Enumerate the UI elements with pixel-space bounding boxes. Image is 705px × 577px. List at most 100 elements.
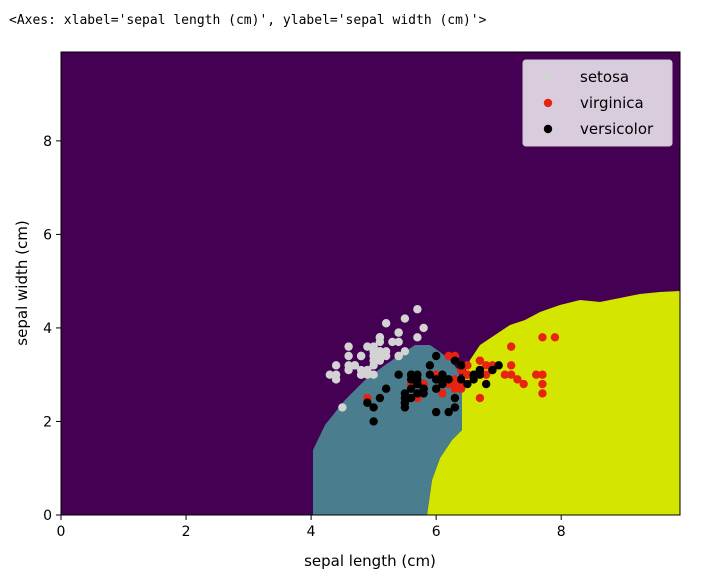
point-setosa-6 — [344, 351, 353, 361]
point-setosa-31 — [394, 351, 403, 361]
point-setosa-16 — [394, 328, 403, 337]
x-tick-label-2: 4 — [307, 524, 316, 540]
legend: setosa virginica versicolor — [522, 59, 673, 147]
point-setosa-47 — [344, 361, 353, 370]
point-virginica-33 — [450, 379, 460, 389]
point-versicolor-29 — [413, 389, 422, 398]
point-virginica-31 — [550, 333, 560, 342]
y-axis-ticks: 0 2 4 6 8 — [43, 134, 61, 524]
point-versicolor-42 — [419, 389, 428, 398]
point-setosa-38 — [331, 370, 341, 379]
point-setosa-34 — [363, 365, 372, 375]
legend-marker-versicolor — [543, 124, 553, 134]
point-versicolor-1 — [456, 361, 466, 370]
point-versicolor-24 — [456, 375, 466, 384]
point-versicolor-12 — [431, 407, 441, 417]
legend-label-virginica: virginica — [580, 94, 644, 112]
point-setosa-33 — [400, 314, 410, 323]
y-tick-label-2: 4 — [43, 321, 52, 337]
point-setosa-10 — [394, 337, 403, 347]
point-versicolor-36 — [475, 365, 485, 375]
point-virginica-29 — [506, 370, 516, 379]
output-repr-text: <Axes: xlabel='sepal length (cm)', ylabe… — [9, 13, 487, 28]
legend-box — [522, 59, 673, 147]
point-setosa-36 — [400, 347, 410, 356]
point-virginica-35 — [538, 370, 547, 379]
point-setosa-41 — [338, 403, 347, 412]
y-tick-label-3: 6 — [43, 227, 52, 243]
point-versicolor-41 — [438, 370, 447, 379]
point-virginica-48 — [444, 351, 453, 361]
point-setosa-29 — [350, 361, 360, 370]
point-virginica-9 — [506, 342, 516, 351]
point-virginica-8 — [475, 393, 485, 403]
x-tick-label-0: 0 — [57, 524, 66, 540]
point-versicolor-28 — [431, 375, 441, 384]
point-versicolor-11 — [425, 370, 435, 379]
point-setosa-14 — [419, 323, 428, 333]
point-versicolor-37 — [450, 403, 460, 412]
point-versicolor-40 — [400, 389, 410, 398]
point-versicolor-48 — [375, 393, 385, 403]
point-virginica-43 — [481, 361, 491, 370]
point-setosa-28 — [381, 351, 391, 361]
point-versicolor-4 — [463, 379, 472, 389]
point-virginica-10 — [463, 361, 472, 370]
point-versicolor-22 — [450, 393, 460, 403]
point-setosa-49 — [369, 356, 378, 365]
x-tick-label-3: 6 — [432, 524, 441, 540]
point-setosa-25 — [369, 370, 378, 379]
point-versicolor-6 — [450, 356, 460, 365]
point-setosa-46 — [375, 333, 385, 342]
y-tick-label-0: 0 — [43, 508, 52, 524]
point-virginica-12 — [481, 370, 491, 379]
point-virginica-34 — [438, 389, 447, 398]
point-versicolor-2 — [488, 365, 497, 375]
point-versicolor-7 — [363, 398, 372, 407]
point-virginica-47 — [463, 370, 472, 379]
plot-frame — [60, 51, 681, 516]
point-setosa-18 — [413, 333, 422, 342]
legend-label-versicolor: versicolor — [580, 120, 654, 138]
point-setosa-39 — [375, 351, 385, 361]
point-versicolor-43 — [369, 403, 378, 412]
point-virginica-5 — [531, 370, 541, 379]
legend-label-setosa: setosa — [580, 68, 629, 86]
x-tick-label-4: 8 — [557, 524, 566, 540]
point-virginica-25 — [506, 361, 516, 370]
legend-marker-virginica — [543, 98, 553, 108]
point-virginica-17 — [538, 333, 547, 342]
x-axis-label: sepal length (cm) — [304, 552, 436, 570]
point-versicolor-20 — [425, 361, 435, 370]
x-tick-label-1: 2 — [182, 524, 191, 540]
point-versicolor-33 — [431, 384, 441, 393]
point-setosa-42 — [331, 361, 341, 370]
point-setosa-15 — [413, 305, 422, 314]
point-versicolor-10 — [369, 417, 378, 426]
point-versicolor-34 — [394, 370, 403, 379]
point-versicolor-47 — [444, 375, 453, 384]
point-versicolor-19 — [406, 393, 416, 403]
point-virginica-30 — [519, 379, 528, 389]
point-setosa-45 — [356, 370, 366, 379]
x-axis-ticks: 0 2 4 6 8 — [57, 515, 566, 540]
point-virginica-7 — [513, 375, 522, 384]
point-versicolor-26 — [481, 379, 491, 389]
point-virginica-44 — [475, 356, 485, 365]
point-setosa-43 — [369, 347, 378, 356]
point-versicolor-0 — [494, 361, 503, 370]
point-setosa-32 — [381, 319, 391, 328]
y-axis-label: sepal width (cm) — [13, 220, 31, 345]
point-virginica-22 — [538, 379, 547, 389]
y-tick-label-1: 2 — [43, 414, 52, 430]
point-setosa-48 — [388, 337, 397, 347]
point-versicolor-38 — [406, 370, 416, 379]
y-tick-label-4: 8 — [43, 134, 52, 150]
point-virginica-2 — [500, 370, 510, 379]
point-versicolor-23 — [438, 379, 447, 389]
region-right — [427, 291, 680, 515]
point-versicolor-18 — [444, 407, 453, 417]
point-versicolor-9 — [381, 384, 391, 393]
legend-marker-setosa — [543, 72, 553, 82]
